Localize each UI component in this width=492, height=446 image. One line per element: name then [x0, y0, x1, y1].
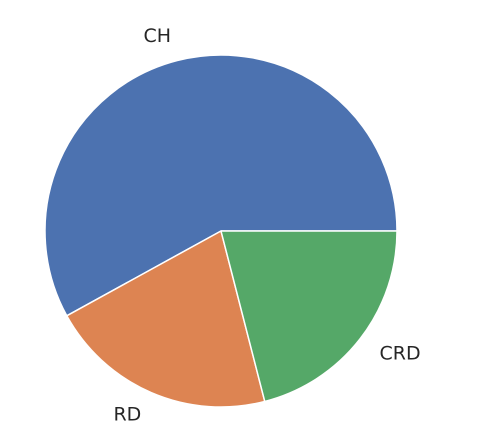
- pie-label-crd: CRD: [380, 342, 421, 364]
- pie-label-rd: RD: [113, 404, 141, 426]
- pie-slice-ch: [44, 54, 398, 317]
- pie-label-ch: CH: [144, 25, 172, 47]
- pie-slice-rd: [66, 230, 266, 408]
- pie-slices: [44, 54, 398, 408]
- pie-slice-crd: [220, 230, 398, 403]
- pie-labels: CH RD CRD: [113, 25, 420, 425]
